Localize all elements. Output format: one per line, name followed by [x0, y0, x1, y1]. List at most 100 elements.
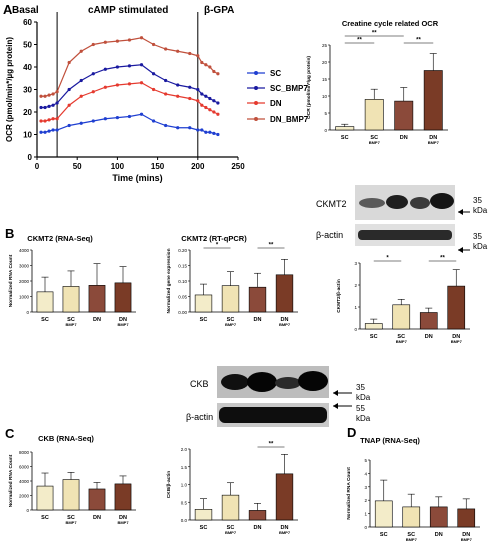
x-tick-label: DN — [400, 135, 408, 141]
data-point — [103, 85, 107, 89]
x-tick-label: BMP7 — [279, 322, 291, 327]
x-tick-label: DN — [462, 532, 470, 538]
data-point — [151, 119, 156, 123]
legend-marker — [254, 101, 258, 105]
data-point — [91, 119, 95, 123]
data-point — [39, 94, 43, 98]
y-tick-label: 4000 — [19, 479, 30, 484]
blot-ckb-actin-label: β-actin — [186, 412, 213, 422]
x-tick-label: BMP7 — [225, 530, 237, 535]
significance-label: ** — [416, 38, 421, 44]
ocr-time-course-chart: 0 10 20 30 40 50 60 0 50 100 150 200 250 Time (mins) O… — [5, 5, 309, 183]
data-point — [39, 105, 43, 110]
bar — [447, 285, 466, 330]
y-tick-label: 15 — [322, 77, 328, 82]
data-point — [188, 85, 192, 89]
annotation-basal: Basal — [12, 5, 39, 16]
data-point — [164, 123, 168, 128]
data-point — [204, 63, 208, 67]
data-point — [208, 130, 212, 134]
bar — [419, 312, 438, 330]
y-tick-label: 0 — [26, 508, 29, 513]
data-point — [204, 94, 208, 98]
x-tick-label: SC — [227, 525, 235, 531]
blot-band — [247, 372, 277, 392]
x-tick-label: BMP7 — [117, 520, 129, 525]
data-point — [200, 128, 204, 132]
chart-title: CKB (RNA-Seq) — [38, 434, 94, 443]
data-point — [47, 104, 51, 108]
x-tick-label: DN — [435, 532, 443, 538]
bar — [88, 285, 106, 313]
blot-ckb-mw2-unit: kDa — [356, 414, 371, 423]
y-tick-label: 1.0 — [181, 483, 188, 488]
y-tick-label: 1000 — [19, 295, 30, 300]
bar — [221, 494, 240, 521]
data-point — [139, 81, 144, 85]
data-point — [127, 114, 132, 119]
data-point — [196, 99, 200, 103]
data-point — [55, 128, 59, 132]
y-tick-label: 0.5 — [181, 500, 188, 505]
data-point — [67, 103, 71, 107]
y-tick-label: 2000 — [19, 494, 30, 499]
data-point — [176, 126, 180, 130]
data-point — [127, 64, 132, 68]
blot-ckb-mw1-unit: kDa — [356, 393, 371, 402]
y-tick-label: 30 — [23, 86, 32, 95]
blot-band — [430, 193, 454, 209]
panel-label-c: C — [5, 426, 15, 441]
x-tick-label: SC — [41, 317, 49, 323]
x-tick-label: SC — [227, 317, 235, 323]
legend-label: SC — [270, 69, 281, 78]
data-point — [196, 87, 200, 92]
blot-ckmt2: CKMT2 β-actin 35 kDa 35 kDa — [316, 185, 488, 253]
series-line — [41, 37, 219, 97]
x-tick-label: SC — [397, 334, 405, 340]
x-tick-label: DN — [93, 515, 101, 521]
y-axis-title: Normalized RNA Count — [346, 467, 352, 520]
x-tick-label: BMP7 — [451, 339, 463, 344]
data-point — [204, 105, 208, 110]
arrow-icon — [458, 209, 463, 215]
blot-band — [221, 374, 249, 390]
y-tick-label: 0.05 — [178, 295, 187, 300]
y-tick-label: 3000 — [19, 264, 30, 269]
y-tick-label: 0.15 — [178, 264, 187, 269]
data-point — [79, 78, 83, 83]
legend-label: DN — [270, 99, 282, 108]
data-point — [55, 117, 59, 121]
data-point — [127, 82, 132, 86]
data-point — [115, 83, 119, 87]
data-point — [55, 90, 59, 94]
bar — [429, 506, 448, 528]
data-point — [188, 96, 192, 101]
y-axis-title: CKMT2/β-actin — [336, 279, 342, 313]
data-point — [216, 101, 220, 105]
y-tick-label: 5 — [364, 458, 367, 463]
data-point — [67, 60, 71, 65]
x-tick-label: 200 — [191, 162, 205, 171]
x-tick-label: SC — [407, 532, 415, 538]
blot-ckmt2-label: CKMT2 — [316, 199, 347, 209]
data-point — [164, 47, 168, 51]
data-point — [151, 42, 156, 47]
y-tick-label: 50 — [23, 41, 32, 50]
x-tick-label: DN — [281, 525, 289, 531]
blot-band — [275, 377, 301, 389]
y-tick-label: 0.10 — [178, 279, 187, 284]
y-tick-label: 4000 — [19, 248, 30, 253]
data-point — [39, 119, 43, 123]
annotation-camp: cAMP stimulated — [88, 5, 168, 16]
x-tick-label: BMP7 — [406, 537, 418, 542]
x-tick-label: SC — [200, 525, 208, 531]
data-point — [216, 112, 220, 116]
significance-label: ** — [269, 442, 274, 448]
bar — [62, 286, 80, 313]
data-point — [196, 128, 200, 132]
blot-band — [358, 230, 452, 240]
